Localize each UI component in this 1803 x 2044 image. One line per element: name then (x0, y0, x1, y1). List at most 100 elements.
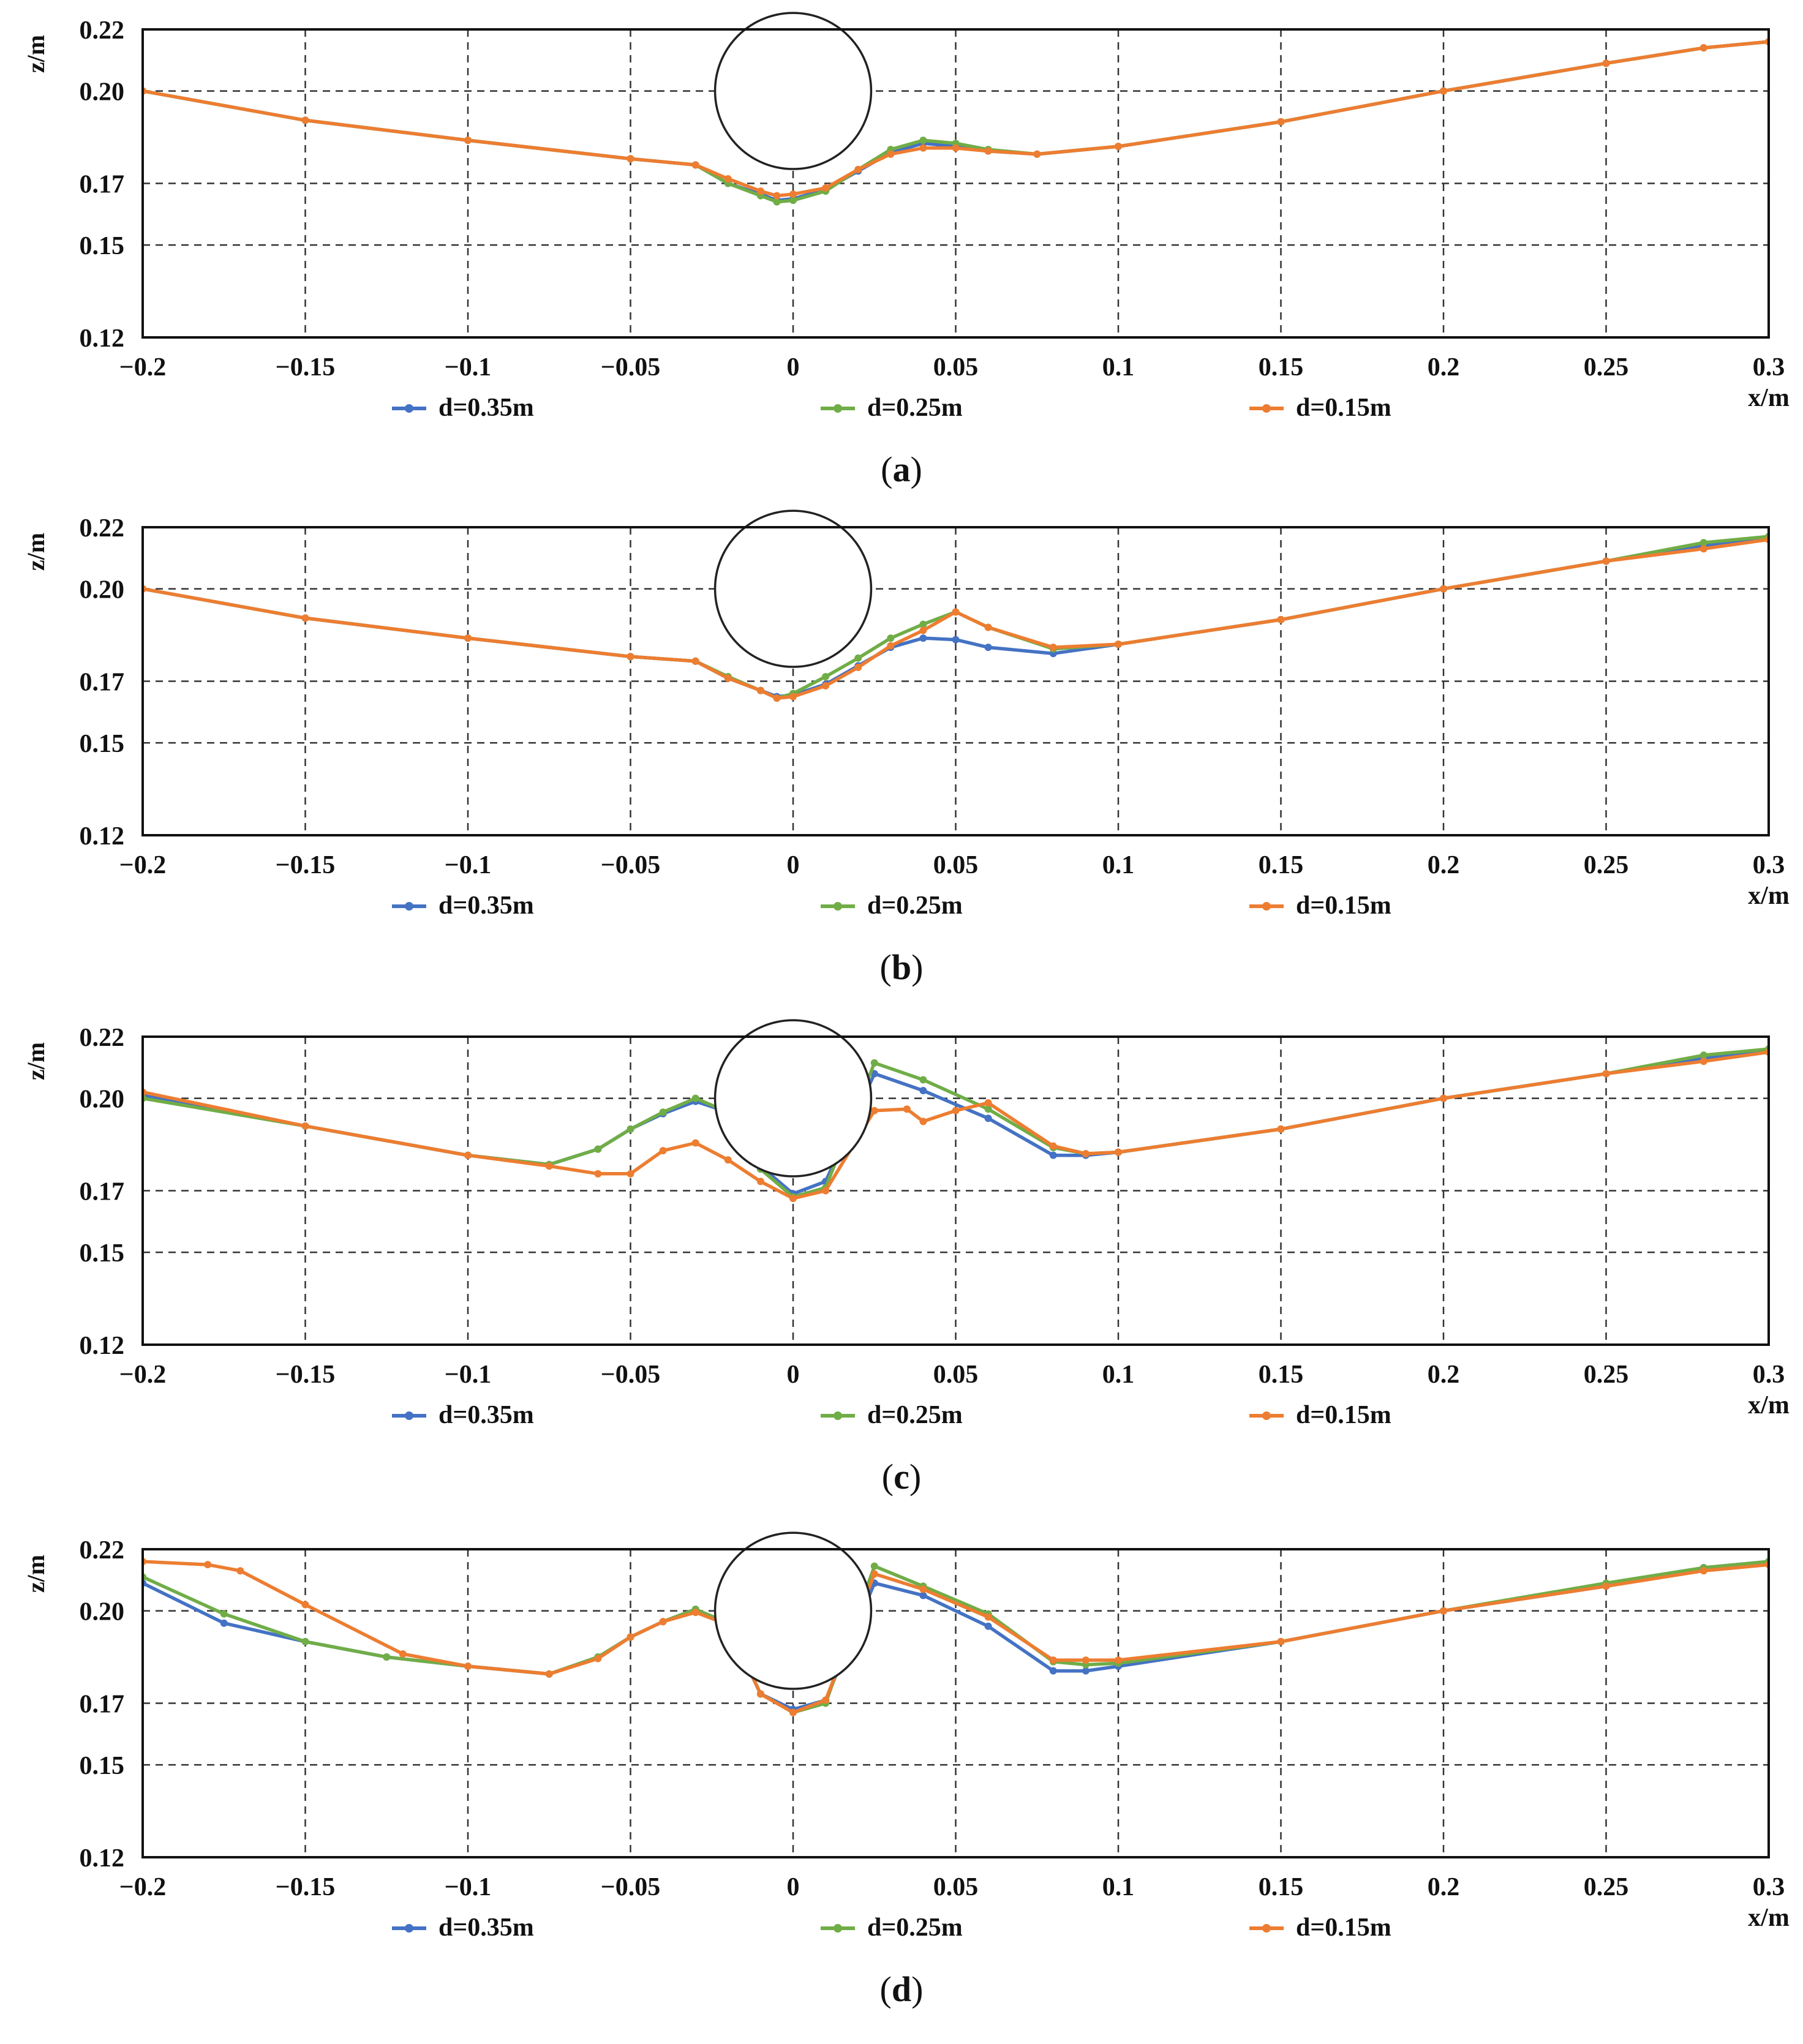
data-point (1699, 44, 1707, 52)
legend-marker (405, 404, 413, 413)
x-tick-label: −0.15 (276, 1873, 335, 1901)
data-point (984, 644, 992, 652)
series-line-d=0.15m (143, 40, 1769, 198)
x-tick-label: 0.15 (1259, 1873, 1304, 1901)
data-point (545, 1162, 553, 1170)
data-point (789, 197, 797, 205)
legend-label: d=0.35m (439, 1914, 534, 1942)
data-point (789, 190, 797, 198)
data-point (1082, 1150, 1090, 1158)
data-point (870, 1107, 878, 1114)
data-point (887, 642, 895, 650)
data-point (773, 694, 781, 702)
x-tick-label: 0.05 (933, 353, 979, 381)
legend-label: d=0.25m (867, 1401, 963, 1429)
data-point (984, 1613, 992, 1621)
legend-label: d=0.25m (867, 1914, 963, 1942)
data-point (236, 1567, 244, 1575)
data-point (1049, 1151, 1057, 1159)
data-point (984, 1114, 992, 1122)
data-point (756, 1178, 764, 1185)
series-line-d=0.15m (143, 538, 1769, 700)
legend-label: d=0.15m (1296, 1914, 1391, 1942)
series-line-d=0.25m (143, 1047, 1769, 1199)
x-tick-label: 0.1 (1102, 353, 1135, 381)
y-tick-label: 0.20 (80, 576, 125, 604)
x-tick-label: 0.3 (1753, 1873, 1785, 1901)
y-tick-label: 0.22 (80, 17, 125, 45)
data-point (822, 682, 830, 690)
x-tick-label: 0.3 (1753, 851, 1785, 879)
panel-label: (b) (880, 947, 924, 987)
y-tick-label: 0.20 (80, 1086, 125, 1114)
x-tick-label: 0.2 (1428, 1873, 1460, 1901)
y-tick-label: 0.20 (80, 78, 125, 107)
data-point (1440, 1094, 1447, 1102)
x-tick-label: 0.25 (1584, 851, 1629, 879)
x-tick-label: −0.2 (119, 1873, 166, 1901)
legend-label: d=0.35m (439, 892, 534, 920)
y-tick-label: 0.22 (80, 1024, 125, 1052)
y-tick-label: 0.15 (80, 1239, 125, 1268)
legend-marker (1262, 902, 1271, 911)
data-point (464, 1663, 472, 1670)
y-tick-label: 0.17 (80, 669, 125, 697)
data-point (919, 1087, 927, 1095)
data-point (627, 1633, 634, 1641)
data-point (659, 1147, 667, 1155)
x-tick-label: −0.05 (601, 1873, 660, 1901)
data-point (952, 1107, 960, 1114)
x-tick-label: 0 (787, 1361, 800, 1389)
x-tick-label: 0.25 (1584, 1361, 1629, 1389)
data-point (724, 674, 732, 682)
data-point (789, 1708, 797, 1716)
x-axis-label: x/m (1748, 1391, 1790, 1419)
data-point (1082, 1667, 1090, 1675)
data-point (301, 116, 309, 124)
data-point (1115, 1656, 1122, 1664)
x-axis-label: x/m (1748, 1904, 1790, 1932)
data-point (984, 1099, 992, 1107)
plot-frame (141, 526, 1770, 836)
data-point (691, 1139, 699, 1147)
y-tick-label: 0.22 (80, 514, 125, 543)
data-point (952, 608, 960, 616)
data-point (919, 1076, 927, 1084)
data-point (822, 672, 830, 680)
data-point (399, 1650, 407, 1658)
legend-marker (1262, 404, 1271, 413)
data-point (854, 654, 862, 662)
legend-marker (405, 1411, 413, 1420)
legend-marker (1262, 1924, 1271, 1933)
y-tick-label: 0.15 (80, 730, 125, 758)
x-tick-label: 0.25 (1584, 353, 1629, 381)
data-point (952, 144, 960, 152)
legend-marker (834, 1411, 842, 1420)
data-point (1115, 641, 1122, 648)
y-tick-label: 0.15 (80, 232, 125, 260)
data-point (919, 1118, 927, 1125)
data-point (691, 1609, 699, 1617)
legend-label: d=0.15m (1296, 1401, 1391, 1429)
data-point (903, 1105, 911, 1113)
data-point (1602, 1582, 1610, 1590)
data-point (594, 1655, 602, 1663)
x-tick-label: 0 (787, 1873, 800, 1901)
y-tick-label: 0.12 (80, 325, 125, 353)
legend-label: d=0.15m (1296, 394, 1391, 422)
data-point (1699, 545, 1707, 553)
data-point (627, 1125, 634, 1133)
panel-b: 0.120.150.170.200.22z/m−0.2 −0.15 −0.1 −0.0… (22, 509, 1790, 987)
data-point (887, 150, 895, 158)
series-line-d=0.15m (143, 1050, 1769, 1200)
x-tick-label: 0.15 (1259, 1361, 1304, 1389)
legend-label: d=0.35m (439, 1401, 534, 1429)
data-point (1277, 1125, 1285, 1133)
x-tick-label: −0.15 (276, 851, 335, 879)
data-point (691, 1094, 699, 1102)
y-axis-label: z/m (22, 1042, 50, 1080)
data-point (691, 161, 699, 169)
data-point (756, 686, 764, 694)
legend-label: d=0.15m (1296, 892, 1391, 920)
series-group (143, 533, 1769, 702)
